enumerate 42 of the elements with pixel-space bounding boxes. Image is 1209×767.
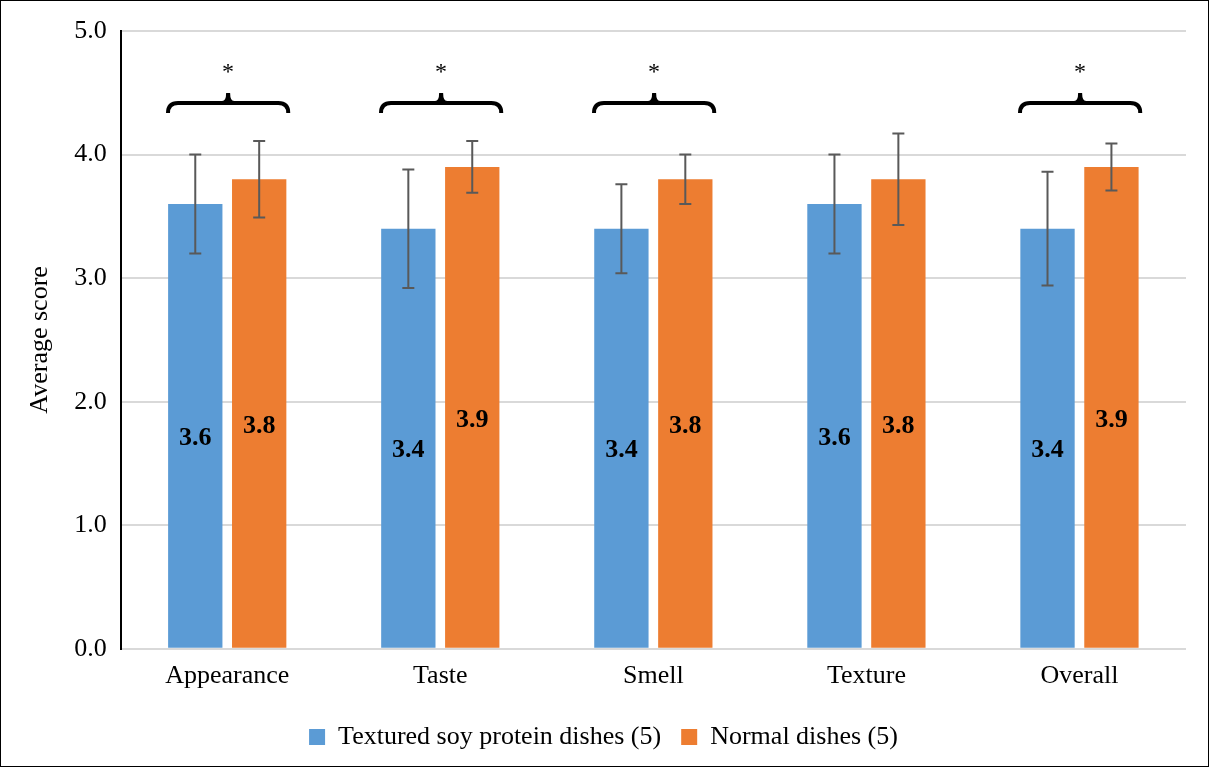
data-label: 3.4	[1031, 434, 1064, 464]
data-label: 3.4	[392, 434, 425, 464]
bar	[445, 166, 500, 648]
data-label: 3.6	[179, 422, 212, 452]
y-tick-label: 1.0	[74, 509, 107, 539]
y-tick-label: 5.0	[74, 14, 107, 44]
bar	[1020, 228, 1075, 648]
bar	[168, 203, 223, 648]
annotation: *	[1074, 58, 1087, 84]
data-label: 3.6	[818, 422, 851, 452]
data-label: 3.4	[605, 434, 638, 464]
bar	[658, 179, 713, 648]
y-tick-label: 3.0	[74, 261, 107, 291]
curly-brace: *	[1014, 53, 1147, 115]
bar	[871, 179, 926, 648]
legend-label: Normal dishes (5)	[710, 720, 898, 750]
annotation: *	[648, 58, 661, 84]
x-tick-label: Smell	[623, 660, 684, 690]
x-tick-label: Taste	[413, 660, 468, 690]
y-tick-label: 2.0	[74, 385, 107, 415]
data-label: 3.8	[882, 409, 915, 439]
bar	[1084, 166, 1139, 648]
bar	[381, 228, 436, 648]
curly-brace: *	[588, 53, 721, 115]
bar	[807, 203, 862, 648]
x-tick-label: Texture	[826, 660, 906, 690]
data-label: 3.9	[1095, 403, 1128, 433]
x-tick-label: Appearance	[165, 660, 290, 690]
data-label: 3.8	[669, 409, 702, 439]
legend-label: Textured soy protein dishes (5)	[338, 720, 662, 750]
curly-brace: *	[162, 53, 295, 115]
y-axis-title: Average score	[24, 266, 54, 414]
bar	[594, 228, 649, 648]
x-tick-label: Overall	[1040, 660, 1119, 690]
annotation: *	[435, 58, 448, 84]
y-tick-label: 0.0	[74, 632, 107, 662]
data-label: 3.9	[456, 403, 489, 433]
annotation: *	[222, 58, 235, 84]
data-label: 3.8	[242, 409, 276, 439]
y-tick-label: 4.0	[74, 138, 107, 168]
curly-brace: *	[375, 53, 508, 115]
bar	[232, 179, 287, 648]
